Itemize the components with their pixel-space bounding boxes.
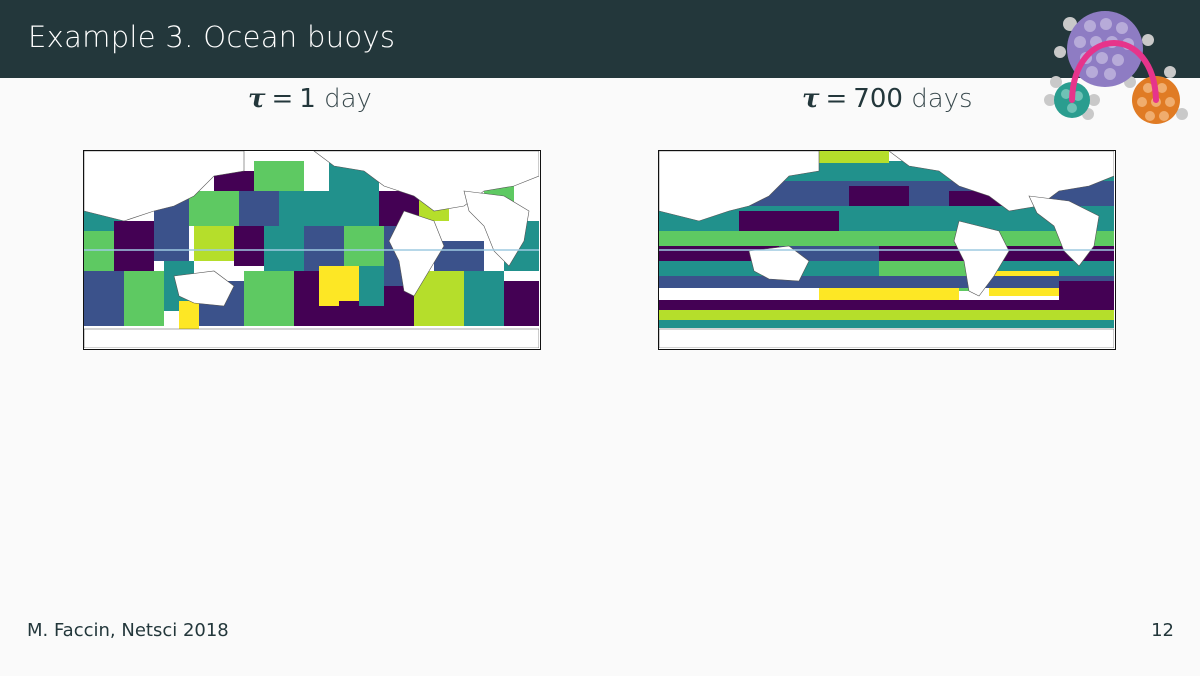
tau-value: 700 — [853, 84, 903, 114]
panel-2-caption: τ = 700 days — [802, 84, 973, 114]
slide-header: Example 3. Ocean buoys — [0, 0, 1200, 78]
equals-sign: = — [271, 84, 294, 114]
tau-value: 1 — [299, 84, 316, 114]
panel-1-caption: τ = 1 day — [248, 84, 372, 114]
ocean-partition-map-day1 — [83, 150, 541, 350]
tau-unit: day — [324, 84, 372, 114]
equals-sign: = — [825, 84, 848, 114]
slide-title: Example 3. Ocean buoys — [28, 20, 396, 54]
ocean-partition-map-day700 — [658, 150, 1116, 350]
tau-symbol: τ — [802, 84, 820, 114]
footer-author: M. Faccin, Netsci 2018 — [27, 620, 229, 641]
tau-unit: days — [911, 84, 973, 114]
tau-symbol: τ — [248, 84, 266, 114]
network-logo-icon — [1044, 11, 1188, 124]
page-number: 12 — [1151, 620, 1174, 641]
